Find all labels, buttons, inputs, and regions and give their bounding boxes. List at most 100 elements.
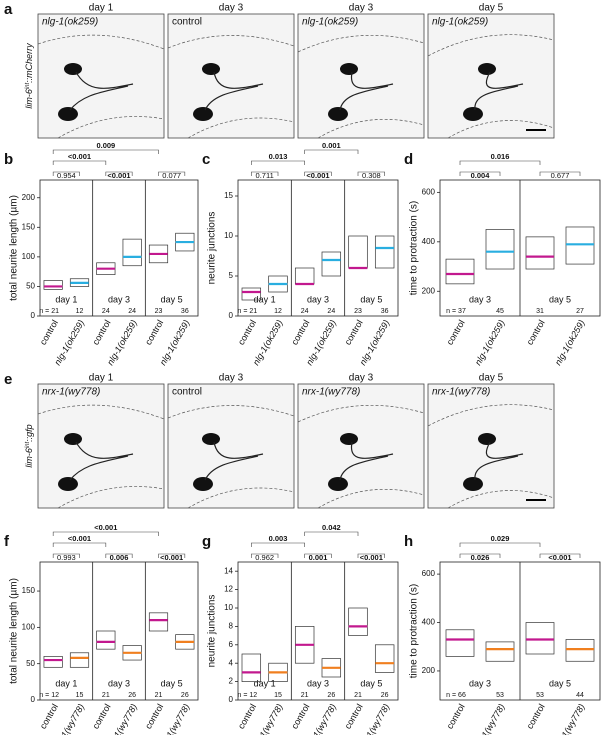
panel-letter: d xyxy=(404,151,413,168)
group-label: day 5 xyxy=(161,294,183,304)
n-prefix: n = xyxy=(39,692,49,699)
panel-letter: b xyxy=(4,151,13,168)
n-value: 26 xyxy=(181,692,189,699)
n-label: 26 xyxy=(128,692,136,699)
image-genotype: nrx-1(wy778) xyxy=(432,387,490,398)
comparison-bracket xyxy=(52,531,159,536)
body-outline xyxy=(317,118,425,139)
n-label: 36 xyxy=(381,308,389,315)
image-genotype: nrx-1(wy778) xyxy=(42,387,100,398)
p-value: 0.004 xyxy=(471,171,491,180)
p-value: 0.013 xyxy=(269,152,288,161)
n-value: 15 xyxy=(76,692,84,699)
box xyxy=(241,287,262,301)
image-day: day 3 xyxy=(219,3,244,14)
micrograph xyxy=(297,383,425,509)
y-tick-label: 5 xyxy=(229,271,234,280)
n-label: 21 xyxy=(301,692,309,699)
n-value: 24 xyxy=(102,308,110,315)
n-label: 53 xyxy=(496,692,504,699)
n-label: 12 xyxy=(76,308,84,315)
comparison-bracket xyxy=(158,171,186,176)
image-genotype: control xyxy=(172,387,202,398)
plot-frame xyxy=(39,179,199,317)
image-day: day 3 xyxy=(219,373,244,384)
n-value: 12 xyxy=(249,692,257,699)
box xyxy=(485,229,515,270)
p-value: 0.026 xyxy=(471,553,490,562)
n-label: n = 21 xyxy=(39,308,59,315)
image-genotype: control xyxy=(172,17,202,28)
box xyxy=(565,226,595,265)
box xyxy=(445,629,475,657)
n-prefix: n = xyxy=(446,308,456,315)
group-label: day 1 xyxy=(254,294,276,304)
n-label: 45 xyxy=(496,308,504,315)
neurite xyxy=(204,71,264,111)
cell-body xyxy=(328,477,348,491)
ylabel-part: int xyxy=(25,442,31,449)
n-value: 26 xyxy=(381,692,389,699)
p-value: <0.001 xyxy=(68,152,91,161)
y-tick-label: 0 xyxy=(31,311,36,320)
comparison-bracket xyxy=(158,553,186,558)
ylabel-part: int xyxy=(25,83,31,90)
group-label: day 1 xyxy=(55,678,77,688)
y-axis-label: time to protraction (s) xyxy=(409,584,420,678)
box xyxy=(525,622,555,655)
n-label: 23 xyxy=(155,308,163,315)
panel-letter: g xyxy=(202,533,211,550)
comparison-bracket xyxy=(459,171,501,176)
panel-letter: a xyxy=(4,1,13,18)
box xyxy=(96,630,116,650)
group-label: day 3 xyxy=(469,294,491,304)
micrograph xyxy=(297,13,425,139)
n-label: 31 xyxy=(536,308,544,315)
y-tick-label: 50 xyxy=(26,659,35,668)
n-label: 24 xyxy=(327,308,335,315)
n-value: 12 xyxy=(51,692,59,699)
comparison-bracket xyxy=(539,171,581,176)
comparison-bracket xyxy=(52,149,159,154)
n-prefix: n = xyxy=(446,692,456,699)
neurite xyxy=(339,441,394,481)
cell-body xyxy=(202,63,220,75)
p-value: <0.001 xyxy=(68,534,91,543)
ylabel-part: lim-6 xyxy=(24,448,34,468)
y-tick-label: 15 xyxy=(224,191,233,200)
n-value: 53 xyxy=(496,692,504,699)
x-tick-label: nrx-1(wy778) xyxy=(472,702,507,735)
box xyxy=(565,639,595,662)
box xyxy=(374,644,395,673)
x-tick-label: nlg-1(ok259) xyxy=(473,318,507,367)
y-tick-label: 600 xyxy=(422,187,436,196)
body-outline xyxy=(427,404,555,427)
body-outline xyxy=(57,486,165,509)
p-value: 0.042 xyxy=(322,523,341,532)
n-value: 26 xyxy=(128,692,136,699)
n-value: 24 xyxy=(128,308,136,315)
n-label: 24 xyxy=(301,308,309,315)
x-tick-label: control xyxy=(90,318,112,346)
group-label: day 3 xyxy=(307,294,329,304)
comparison-bracket xyxy=(357,171,385,176)
p-value: 0.962 xyxy=(255,553,274,562)
n-value: 21 xyxy=(102,692,110,699)
x-tick-label: control xyxy=(38,318,60,346)
group-label: day 3 xyxy=(469,678,491,688)
n-value: 36 xyxy=(181,308,189,315)
n-value: 36 xyxy=(381,308,389,315)
p-value: 0.077 xyxy=(162,171,181,180)
x-tick-label: control xyxy=(525,318,547,346)
comparison-bracket xyxy=(304,553,332,558)
n-value: 21 xyxy=(155,692,163,699)
n-value: 21 xyxy=(301,692,309,699)
p-value: 0.006 xyxy=(110,553,129,562)
ylabel-part: ::gfp xyxy=(24,424,34,442)
p-value: <0.001 xyxy=(94,523,117,532)
panel-letter: f xyxy=(4,533,10,550)
n-label: 26 xyxy=(327,692,335,699)
body-outline xyxy=(57,116,165,139)
x-tick-label: nlg-1(ok259) xyxy=(553,318,587,367)
n-prefix: n = xyxy=(237,308,247,315)
